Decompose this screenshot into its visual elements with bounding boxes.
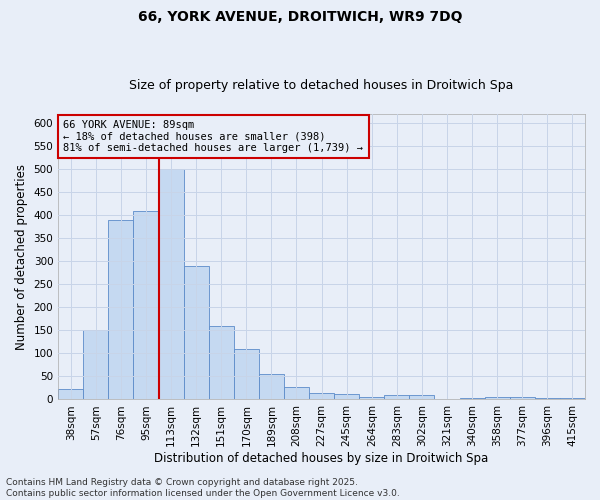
Bar <box>259 374 284 400</box>
Bar <box>309 392 334 400</box>
Bar <box>58 390 83 400</box>
Bar <box>284 386 309 400</box>
Bar <box>83 330 109 400</box>
Bar <box>334 394 359 400</box>
X-axis label: Distribution of detached houses by size in Droitwich Spa: Distribution of detached houses by size … <box>154 452 489 465</box>
Text: 66, YORK AVENUE, DROITWICH, WR9 7DQ: 66, YORK AVENUE, DROITWICH, WR9 7DQ <box>138 10 462 24</box>
Bar <box>485 397 510 400</box>
Bar <box>109 220 133 400</box>
Bar <box>385 396 409 400</box>
Title: Size of property relative to detached houses in Droitwich Spa: Size of property relative to detached ho… <box>130 79 514 92</box>
Bar <box>359 396 385 400</box>
Bar <box>535 398 560 400</box>
Bar <box>158 169 184 400</box>
Bar <box>234 349 259 400</box>
Text: Contains HM Land Registry data © Crown copyright and database right 2025.
Contai: Contains HM Land Registry data © Crown c… <box>6 478 400 498</box>
Bar <box>133 210 158 400</box>
Bar <box>409 396 434 400</box>
Bar <box>510 397 535 400</box>
Bar <box>460 398 485 400</box>
Bar <box>184 266 209 400</box>
Bar <box>209 326 234 400</box>
Y-axis label: Number of detached properties: Number of detached properties <box>15 164 28 350</box>
Text: 66 YORK AVENUE: 89sqm
← 18% of detached houses are smaller (398)
81% of semi-det: 66 YORK AVENUE: 89sqm ← 18% of detached … <box>64 120 364 153</box>
Bar <box>560 398 585 400</box>
